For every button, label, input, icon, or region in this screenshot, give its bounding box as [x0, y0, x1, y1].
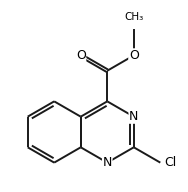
Text: N: N — [103, 156, 112, 169]
Text: N: N — [129, 110, 139, 123]
Text: O: O — [76, 49, 86, 62]
Text: Cl: Cl — [164, 156, 176, 169]
Text: O: O — [129, 49, 139, 62]
Text: CH₃: CH₃ — [124, 12, 143, 22]
